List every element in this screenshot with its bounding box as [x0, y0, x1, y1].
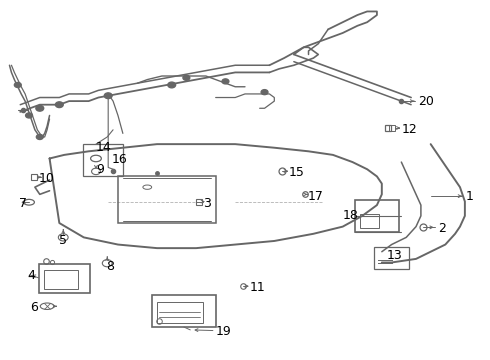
Bar	[44, 270, 78, 289]
Text: 11: 11	[250, 281, 266, 294]
Text: 5: 5	[59, 234, 67, 247]
Bar	[152, 295, 216, 327]
Circle shape	[55, 102, 63, 108]
Text: 1: 1	[466, 190, 474, 203]
Bar	[355, 200, 399, 232]
Circle shape	[222, 79, 229, 84]
Text: 15: 15	[289, 166, 305, 179]
Bar	[83, 144, 123, 176]
Bar	[118, 176, 216, 223]
Circle shape	[14, 82, 21, 87]
Text: 4: 4	[27, 269, 35, 282]
Text: 3: 3	[203, 197, 211, 210]
Text: 13: 13	[387, 249, 402, 262]
Text: 19: 19	[216, 325, 231, 338]
Circle shape	[168, 82, 175, 88]
Text: 6: 6	[30, 301, 38, 314]
Bar	[360, 214, 379, 228]
Bar	[374, 247, 409, 269]
Circle shape	[104, 93, 112, 99]
Text: 10: 10	[39, 172, 55, 185]
Text: 2: 2	[438, 222, 446, 235]
Text: 18: 18	[343, 210, 359, 222]
Text: 9: 9	[96, 163, 104, 176]
Text: 7: 7	[19, 197, 27, 210]
Bar	[157, 302, 203, 323]
Text: 12: 12	[401, 123, 417, 136]
Circle shape	[183, 75, 190, 80]
Circle shape	[36, 134, 43, 139]
Bar	[39, 264, 90, 293]
Text: 8: 8	[106, 260, 114, 273]
Text: 16: 16	[112, 153, 128, 166]
Circle shape	[261, 90, 268, 95]
Text: 14: 14	[96, 141, 112, 154]
Circle shape	[36, 105, 44, 111]
Text: 20: 20	[418, 95, 434, 108]
Text: 17: 17	[308, 190, 323, 203]
Circle shape	[25, 113, 32, 118]
